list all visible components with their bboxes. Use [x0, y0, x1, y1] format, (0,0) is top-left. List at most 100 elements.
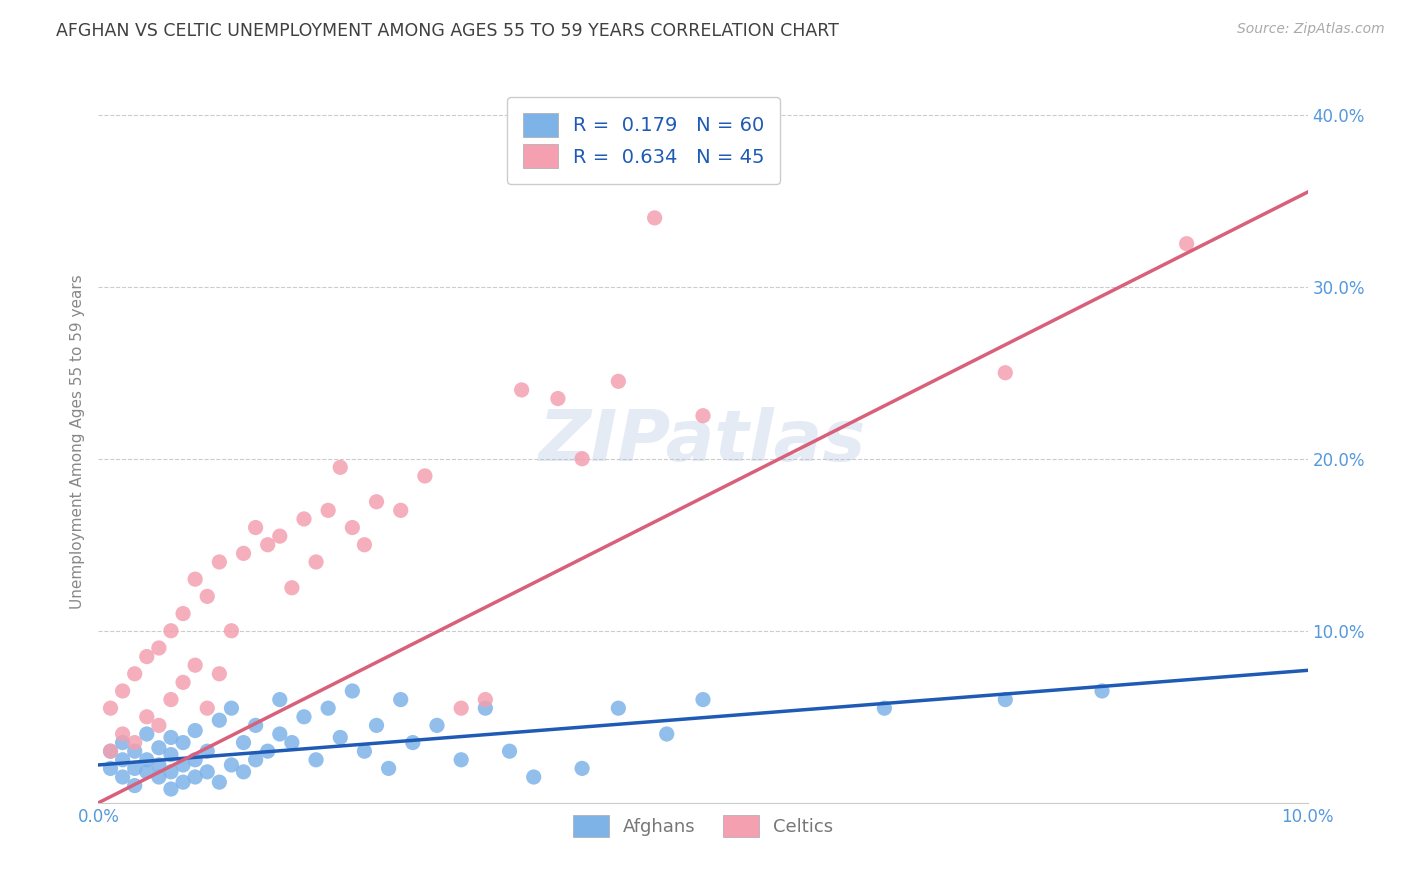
Point: [366, 718, 388, 732]
Point: [607, 701, 630, 715]
Point: [269, 692, 291, 706]
Point: [195, 744, 218, 758]
Point: [256, 538, 278, 552]
Point: [124, 779, 146, 793]
Point: [160, 731, 183, 745]
Point: [221, 758, 243, 772]
Point: [353, 538, 375, 552]
Point: [184, 723, 207, 738]
Point: [232, 546, 254, 560]
Point: [184, 770, 207, 784]
Y-axis label: Unemployment Among Ages 55 to 59 years: Unemployment Among Ages 55 to 59 years: [69, 274, 84, 609]
Point: [571, 451, 593, 466]
Point: [160, 764, 183, 779]
Point: [245, 718, 267, 732]
Point: [342, 684, 364, 698]
Point: [100, 761, 122, 775]
Point: [184, 572, 207, 586]
Point: [256, 744, 278, 758]
Point: [148, 770, 170, 784]
Point: [873, 701, 896, 715]
Point: [100, 744, 122, 758]
Point: [692, 692, 714, 706]
Point: [195, 590, 218, 604]
Point: [1091, 684, 1114, 698]
Point: [172, 735, 194, 749]
Text: Source: ZipAtlas.com: Source: ZipAtlas.com: [1237, 22, 1385, 37]
Point: [172, 758, 194, 772]
Point: [450, 753, 472, 767]
Point: [221, 624, 243, 638]
Point: [208, 713, 231, 727]
Point: [124, 735, 146, 749]
Point: [607, 375, 630, 389]
Point: [135, 727, 157, 741]
Point: [111, 753, 134, 767]
Point: [994, 366, 1017, 380]
Point: [510, 383, 533, 397]
Point: [305, 753, 328, 767]
Point: [426, 718, 449, 732]
Point: [245, 753, 267, 767]
Point: [111, 770, 134, 784]
Point: [100, 744, 122, 758]
Point: [1175, 236, 1198, 251]
Point: [208, 775, 231, 789]
Point: [692, 409, 714, 423]
Point: [184, 658, 207, 673]
Point: [135, 649, 157, 664]
Point: [389, 692, 412, 706]
Point: [135, 764, 157, 779]
Point: [124, 761, 146, 775]
Point: [148, 758, 170, 772]
Point: [329, 460, 352, 475]
Point: [523, 770, 546, 784]
Point: [245, 520, 267, 534]
Point: [160, 782, 183, 797]
Point: [124, 666, 146, 681]
Point: [305, 555, 328, 569]
Point: [111, 684, 134, 698]
Point: [148, 640, 170, 655]
Point: [498, 744, 520, 758]
Point: [195, 764, 218, 779]
Point: [292, 512, 315, 526]
Point: [474, 701, 496, 715]
Point: [413, 469, 436, 483]
Text: AFGHAN VS CELTIC UNEMPLOYMENT AMONG AGES 55 TO 59 YEARS CORRELATION CHART: AFGHAN VS CELTIC UNEMPLOYMENT AMONG AGES…: [56, 22, 839, 40]
Point: [316, 701, 339, 715]
Point: [135, 753, 157, 767]
Point: [353, 744, 375, 758]
Point: [377, 761, 399, 775]
Point: [172, 675, 194, 690]
Point: [195, 701, 218, 715]
Point: [124, 744, 146, 758]
Point: [208, 666, 231, 681]
Point: [342, 520, 364, 534]
Point: [366, 494, 388, 508]
Point: [329, 731, 352, 745]
Point: [389, 503, 412, 517]
Point: [269, 529, 291, 543]
Point: [450, 701, 472, 715]
Text: ZIPatlas: ZIPatlas: [540, 407, 866, 476]
Point: [184, 753, 207, 767]
Point: [547, 392, 569, 406]
Point: [111, 727, 134, 741]
Point: [111, 735, 134, 749]
Point: [148, 740, 170, 755]
Point: [221, 701, 243, 715]
Point: [402, 735, 425, 749]
Point: [655, 727, 678, 741]
Point: [100, 701, 122, 715]
Point: [172, 775, 194, 789]
Point: [281, 581, 304, 595]
Point: [148, 718, 170, 732]
Legend: Afghans, Celtics: Afghans, Celtics: [565, 808, 841, 845]
Point: [160, 747, 183, 762]
Point: [292, 710, 315, 724]
Point: [160, 624, 183, 638]
Point: [135, 710, 157, 724]
Point: [281, 735, 304, 749]
Point: [994, 692, 1017, 706]
